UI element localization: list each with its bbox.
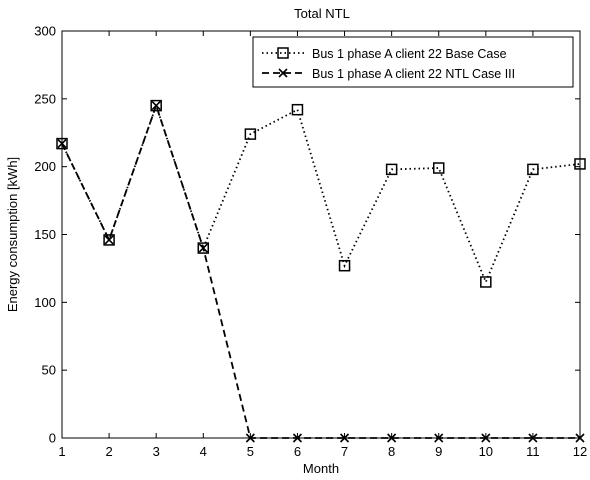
y-axis-label: Energy consumption [kWh]: [5, 157, 20, 312]
x-tick-label: 12: [573, 444, 587, 459]
data-point-square: [385, 163, 398, 176]
x-axis: 1 2 3 4 5 6 7 8 9 10 11 12: [58, 31, 587, 459]
plot-area: [61, 30, 581, 439]
x-tick-label: 7: [341, 444, 348, 459]
data-point-x: [434, 433, 444, 443]
y-tick-label: 250: [34, 91, 56, 106]
legend: Bus 1 phase A client 22 Base Case Bus 1 …: [252, 36, 574, 88]
data-point-x: [481, 433, 491, 443]
y-tick-label: 50: [42, 363, 56, 378]
data-point-x: [151, 101, 161, 111]
data-point-square: [56, 137, 68, 150]
data-point-x: [387, 433, 397, 443]
data-point-x: [104, 235, 114, 245]
legend-marker-x: [278, 68, 288, 78]
data-point-square: [291, 103, 304, 116]
y-tick-label: 150: [34, 227, 56, 242]
data-point-square: [574, 158, 586, 170]
x-tick-label: 3: [153, 444, 160, 459]
series-line: [61, 102, 580, 439]
legend-label-ntl-case: Bus 1 phase A client 22 NTL Case III: [312, 67, 515, 81]
x-tick-label: 8: [388, 444, 395, 459]
legend-box: [252, 36, 574, 88]
x-tick-label: 5: [247, 444, 254, 459]
data-point-x: [528, 433, 538, 443]
data-point-square: [527, 163, 539, 176]
y-tick-label: 0: [49, 431, 56, 446]
x-tick-label: 4: [200, 444, 207, 459]
data-point-square: [244, 128, 257, 140]
legend-marker-square: [277, 47, 289, 59]
data-point-x: [57, 139, 67, 149]
data-point-x: [292, 433, 303, 443]
x-tick-label: 6: [294, 444, 301, 459]
data-point-square: [338, 259, 351, 272]
data-point-square: [197, 242, 210, 254]
data-point-x: [575, 433, 585, 443]
x-tick-label: 2: [105, 444, 112, 459]
data-point-square: [150, 99, 162, 112]
x-tick-label: 9: [435, 444, 442, 459]
legend-label-base-case: Bus 1 phase A client 22 Base Case: [312, 47, 507, 61]
x-axis-label: Month: [303, 461, 339, 476]
data-point-square: [480, 276, 492, 288]
y-axis: 0 50 100 150 200 250 300: [34, 24, 580, 446]
data-point-square: [103, 234, 115, 246]
x-tick-label: 10: [479, 444, 493, 459]
data-point-x: [339, 433, 350, 443]
x-tick-label: 11: [526, 444, 540, 459]
data-point-square: [432, 162, 445, 174]
y-tick-label: 200: [34, 159, 56, 174]
series-layer: [56, 99, 586, 443]
y-tick-label: 300: [34, 24, 56, 39]
y-tick-label: 100: [34, 295, 56, 310]
data-point-x: [198, 243, 208, 253]
x-tick-label: 1: [58, 444, 65, 459]
series-1: [57, 101, 585, 443]
data-point-x: [245, 433, 255, 443]
chart-title: Total NTL: [294, 6, 350, 21]
